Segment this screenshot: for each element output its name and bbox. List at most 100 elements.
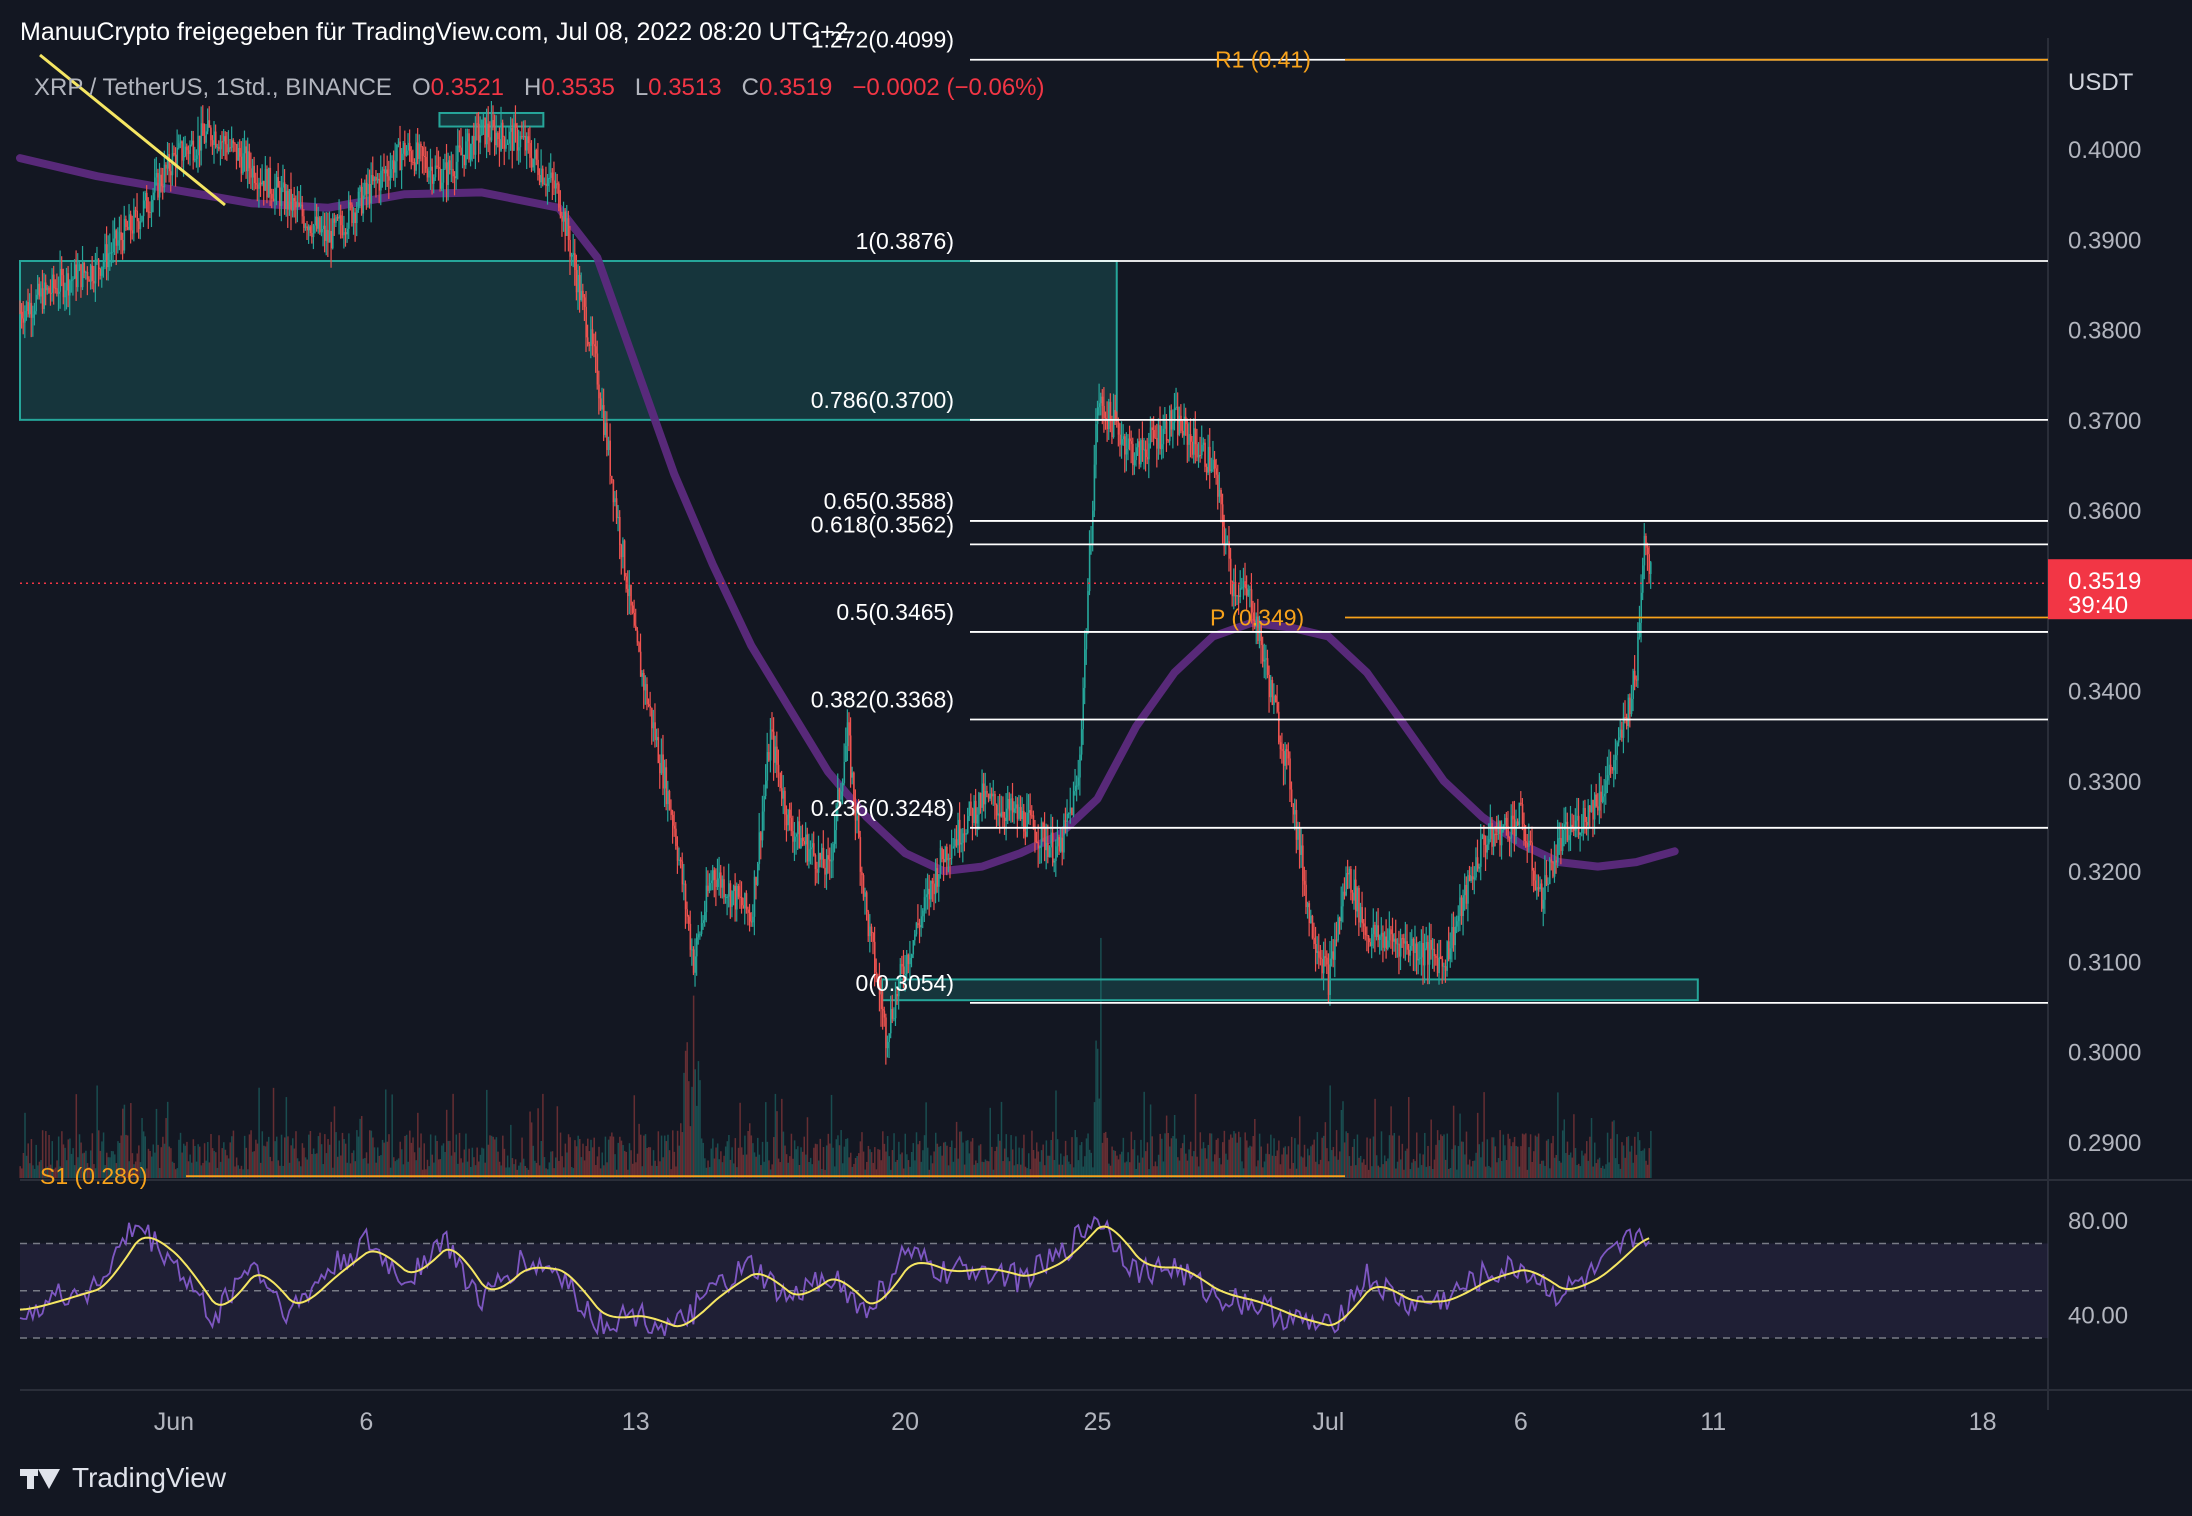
volume-bar	[1375, 1155, 1378, 1178]
volume-bar	[389, 1167, 392, 1178]
candle-body	[1545, 875, 1548, 885]
volume-bar	[157, 1144, 159, 1178]
volume-bar	[40, 1160, 42, 1178]
volume-bar	[1391, 1135, 1394, 1178]
volume-bar	[728, 1134, 730, 1178]
candle-body	[1034, 828, 1036, 843]
volume-bar	[83, 1152, 86, 1178]
volume-bar	[199, 1146, 201, 1178]
candle-body	[644, 684, 647, 691]
candle-body	[1095, 424, 1097, 465]
volume-bar	[1124, 1162, 1126, 1178]
volume-bar	[1265, 1153, 1267, 1178]
volume-bar	[1483, 1092, 1485, 1178]
volume-bar	[1173, 1114, 1176, 1178]
volume-bar	[713, 1158, 716, 1178]
volume-bar	[1611, 1121, 1614, 1178]
volume-bar	[899, 1154, 902, 1178]
volume-bar	[976, 1163, 979, 1178]
volume-bar	[338, 1140, 341, 1178]
volume-bar	[1465, 1131, 1468, 1178]
volume-bar	[1351, 1146, 1354, 1178]
volume-bar	[189, 1154, 191, 1178]
volume-bar	[875, 1169, 878, 1178]
volume-bar	[877, 1149, 879, 1178]
candle-body	[1595, 794, 1598, 807]
volume-bar	[1645, 1160, 1647, 1178]
tradingview-icon	[20, 1465, 62, 1491]
volume-bar	[585, 1146, 587, 1178]
volume-bar	[1544, 1165, 1546, 1178]
volume-bar	[795, 1149, 797, 1178]
time-tick-label: Jun	[154, 1408, 194, 1436]
candle-body	[373, 176, 376, 182]
volume-bar	[1247, 1147, 1250, 1178]
candle-body	[43, 282, 45, 310]
price-tick-label: 0.3300	[2068, 769, 2141, 796]
candle-body	[615, 498, 618, 519]
volume-bar	[1246, 1140, 1248, 1178]
volume-bar	[130, 1103, 132, 1178]
candle-body	[368, 184, 371, 204]
volume-bar	[484, 1162, 486, 1178]
candle-body	[1135, 447, 1137, 461]
volume-bar	[1337, 1159, 1339, 1178]
volume-bar	[88, 1167, 90, 1178]
candle-body	[192, 140, 195, 161]
candle-body	[267, 167, 270, 198]
candle-body	[258, 182, 260, 189]
volume-bar	[320, 1144, 323, 1178]
volume-bar	[1092, 1167, 1094, 1178]
volume-bar	[1502, 1134, 1505, 1178]
candle-body	[825, 855, 828, 875]
candle-body	[1539, 883, 1541, 890]
candle-body	[630, 584, 632, 606]
candle-body	[853, 772, 855, 802]
volume-bar	[1223, 1130, 1226, 1178]
volume-bar	[479, 1154, 482, 1178]
volume-bar	[1470, 1166, 1473, 1178]
candle-body	[1391, 934, 1394, 942]
candle-body	[530, 157, 533, 168]
volume-bar	[1129, 1162, 1131, 1178]
volume-bar	[1284, 1146, 1287, 1178]
volume-bar	[216, 1167, 219, 1178]
tradingview-logo[interactable]: TradingView	[20, 1462, 226, 1494]
candle-body	[59, 268, 62, 292]
volume-bar	[723, 1155, 725, 1178]
volume-bar	[672, 1130, 674, 1178]
volume-bar	[779, 1162, 781, 1178]
volume-bar	[1230, 1134, 1232, 1178]
volume-bar	[1347, 1133, 1349, 1178]
high-value: 0.3535	[541, 74, 615, 101]
volume-bar	[580, 1157, 583, 1178]
volume-bar	[1048, 1155, 1051, 1178]
candle-body	[316, 216, 318, 229]
volume-bar	[1390, 1106, 1392, 1178]
volume-bar	[476, 1147, 478, 1178]
candle-body	[486, 123, 488, 145]
candle-body	[421, 147, 424, 157]
candle-body	[1645, 535, 1647, 548]
volume-bar	[274, 1141, 276, 1178]
volume-bar	[391, 1094, 393, 1178]
volume-bar	[215, 1152, 217, 1178]
candle-body	[506, 143, 509, 145]
candle-body	[713, 870, 716, 880]
candle-body	[69, 281, 71, 296]
candle-body	[166, 154, 169, 169]
volume-bar	[1616, 1134, 1618, 1178]
volume-bar	[134, 1161, 137, 1178]
candle-body	[264, 169, 267, 191]
candle-body	[1239, 588, 1242, 598]
candle-body	[1593, 794, 1596, 820]
volume-bar	[596, 1156, 599, 1178]
volume-bar	[1258, 1133, 1261, 1178]
volume-bar	[1031, 1130, 1033, 1178]
volume-bar	[280, 1134, 283, 1178]
candle-body	[543, 183, 546, 185]
symbol-name[interactable]: XRP / TetherUS, 1Std., BINANCE	[34, 74, 392, 101]
candle-body	[676, 845, 679, 861]
candle-body	[1085, 632, 1088, 650]
